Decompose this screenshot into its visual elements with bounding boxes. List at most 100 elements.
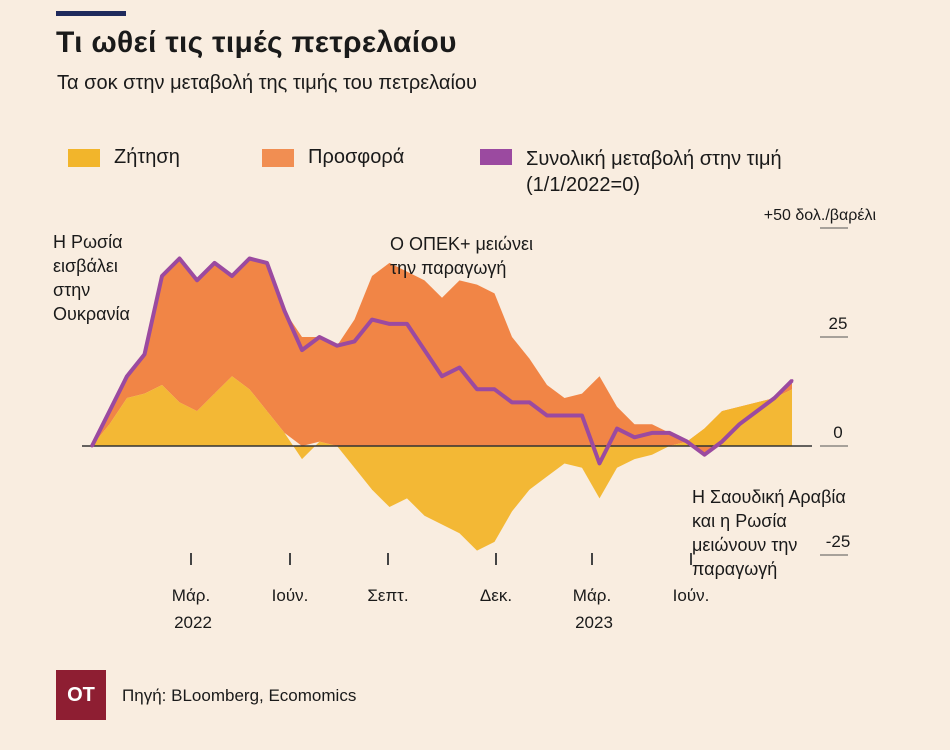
- demand-area-segment: [547, 446, 565, 477]
- total-change-point: [633, 435, 636, 439]
- y-tick-label: 25: [829, 314, 848, 333]
- annotation-russia-line: Η Ρωσία: [53, 232, 123, 252]
- demand-area-segment: [617, 446, 635, 468]
- header-accent-bar: [56, 11, 126, 16]
- supply-area-segment: [127, 354, 145, 399]
- annotation-russia-line: Ουκρανία: [53, 304, 130, 324]
- total-change-point: [248, 257, 251, 261]
- supply-area-segment: [144, 275, 162, 394]
- x-tick-label: Μάρ.: [172, 586, 210, 605]
- supply-area-segment: [617, 406, 635, 446]
- demand-area-segment: [267, 411, 285, 446]
- y-tick-label: -25: [826, 532, 851, 551]
- legend-swatch-supply: [262, 149, 294, 167]
- supply-area-segment: [302, 337, 320, 446]
- supply-area-segment: [564, 393, 582, 446]
- demand-area-segment: [669, 441, 687, 446]
- supply-area-segment: [232, 258, 250, 390]
- supply-area-segment: [267, 262, 285, 433]
- legend-label-total: Συνολική μεταβολή στην τιμή: [526, 148, 782, 170]
- supply-area-segment: [477, 284, 495, 446]
- demand-area-segment: [564, 446, 582, 468]
- legend-item-total: Συνολική μεταβολή στην τιμή (1/1/2022=0): [480, 146, 782, 198]
- page-subtitle: Τα σοκ στην μεταβολή της τιμής του πετρε…: [57, 72, 477, 94]
- total-change-point: [738, 422, 741, 426]
- total-change-point: [90, 444, 94, 448]
- legend-item-demand: Ζήτηση: [68, 146, 180, 169]
- supply-area-segment: [249, 258, 267, 412]
- total-change-point: [108, 409, 111, 413]
- legend-swatch-demand: [68, 149, 100, 167]
- total-change-point: [405, 322, 409, 326]
- annotation-saudi-line: Η Σαουδική Αραβία: [692, 487, 846, 507]
- total-change-point: [528, 400, 531, 404]
- total-change-point: [125, 374, 129, 378]
- total-change-point: [283, 309, 286, 313]
- x-tick-label: Σεπτ.: [367, 586, 408, 605]
- total-change-point: [335, 344, 339, 348]
- total-change-point: [668, 431, 671, 435]
- total-change-point: [755, 409, 759, 413]
- legend-label-supply: Προσφορά: [308, 146, 405, 168]
- demand-area-segment: [424, 446, 442, 525]
- supply-area-segment: [354, 275, 372, 446]
- annotation-russia-line: στην: [53, 280, 91, 300]
- source-note: Πηγή: BLoomberg, Ecomomics: [122, 686, 357, 705]
- total-change-point: [650, 431, 654, 435]
- total-change-point: [563, 413, 566, 417]
- annotation-opec-line: Ο ΟΠΕΚ+ μειώνει: [390, 234, 533, 254]
- demand-area-segment: [774, 389, 792, 446]
- demand-area-segment: [652, 446, 670, 455]
- total-change-point: [458, 366, 461, 370]
- demand-area-segment: [442, 446, 460, 534]
- total-change-point: [703, 453, 706, 457]
- total-change-point: [318, 335, 321, 339]
- supply-area-segment: [179, 258, 197, 412]
- demand-area-segment: [232, 376, 250, 446]
- demand-area-segment: [127, 393, 145, 446]
- x-tick-label: Μάρ.: [573, 586, 611, 605]
- demand-area-segment: [389, 446, 407, 508]
- total-change-point: [545, 413, 549, 417]
- demand-area-segment: [512, 446, 530, 512]
- total-change-point: [195, 278, 199, 282]
- demand-area-segment: [337, 446, 355, 468]
- x-tick-year-label: 2023: [575, 613, 613, 632]
- supply-area-segment: [652, 424, 670, 446]
- x-tick-label: Ιούν.: [272, 586, 309, 605]
- supply-area-segment: [494, 293, 512, 446]
- total-change-point: [598, 461, 601, 465]
- total-change-point: [300, 348, 304, 352]
- demand-area-segment: [634, 446, 652, 460]
- total-change-point: [773, 396, 776, 400]
- legend-swatch-total: [480, 149, 512, 165]
- annotation-saudi: Η Σαουδική Αραβία και η Ρωσία μειώνουν τ…: [692, 485, 846, 581]
- y-tick-label: 0: [833, 423, 842, 442]
- demand-area-segment: [197, 393, 215, 446]
- annotation-russia: Η Ρωσία εισβάλει στην Ουκρανία: [53, 230, 130, 326]
- total-change-point: [265, 261, 269, 265]
- total-change-point: [370, 318, 374, 322]
- total-change-point: [440, 374, 444, 378]
- demand-area-segment: [144, 384, 162, 446]
- demand-area-segment: [319, 441, 337, 446]
- supply-area-segment: [162, 258, 180, 403]
- demand-area-segment: [459, 446, 477, 551]
- supply-area-segment: [319, 337, 337, 446]
- supply-area-segment: [372, 262, 390, 446]
- total-change-point: [160, 274, 164, 278]
- total-change-point: [720, 440, 724, 444]
- total-change-point: [213, 261, 216, 265]
- demand-area-segment: [249, 389, 267, 446]
- total-change-point: [615, 427, 619, 431]
- x-tick-year-label: 2022: [174, 613, 212, 632]
- annotation-saudi-line: μειώνουν την: [692, 535, 798, 555]
- supply-area-segment: [337, 319, 355, 446]
- demand-area-segment: [354, 446, 372, 490]
- legend-label-total-base: (1/1/2022=0): [526, 174, 640, 196]
- x-tick-label: Δεκ.: [480, 586, 512, 605]
- supply-area-segment: [214, 262, 232, 394]
- total-change-point: [143, 352, 146, 356]
- total-change-point: [178, 257, 181, 261]
